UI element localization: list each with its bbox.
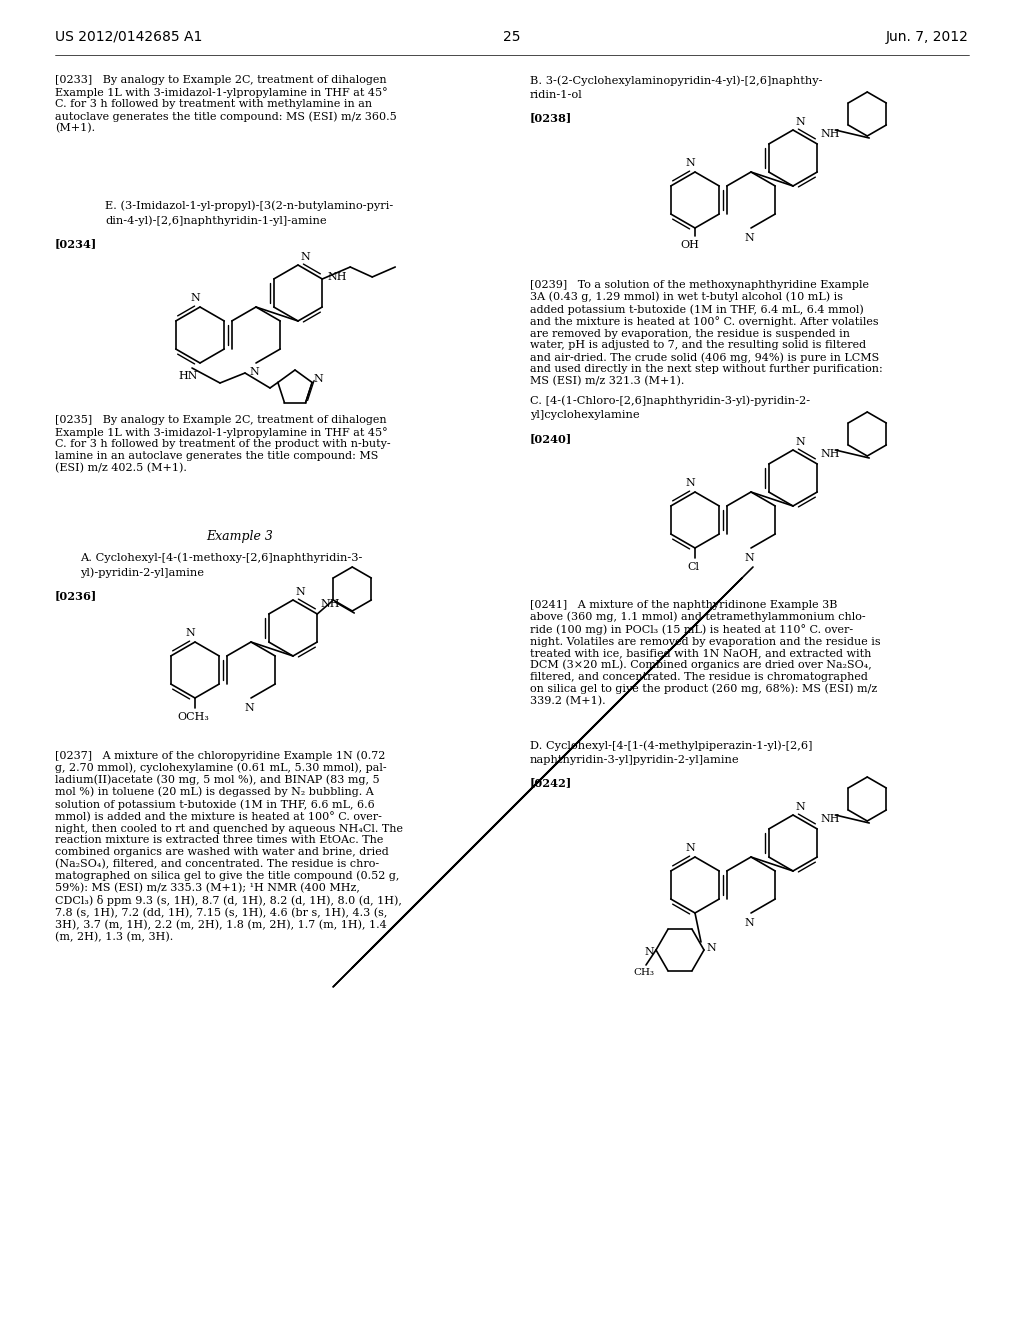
Text: N: N <box>744 234 754 243</box>
Text: N: N <box>744 553 754 564</box>
Text: N: N <box>706 942 716 953</box>
Text: N: N <box>244 704 254 713</box>
Text: NH: NH <box>328 272 347 282</box>
Text: N: N <box>795 803 805 812</box>
Text: [0233]   By analogy to Example 2C, treatment of dihalogen
Example 1L with 3-imid: [0233] By analogy to Example 2C, treatme… <box>55 75 396 133</box>
Text: [0236]: [0236] <box>55 590 97 601</box>
Text: HN: HN <box>178 371 198 381</box>
Text: NH: NH <box>820 814 840 824</box>
Text: [0237]   A mixture of the chloropyridine Example 1N (0.72
g, 2.70 mmol), cyclohe: [0237] A mixture of the chloropyridine E… <box>55 750 403 942</box>
Text: E. (3-Imidazol-1-yl-propyl)-[3(2-n-butylamino-pyri-: E. (3-Imidazol-1-yl-propyl)-[3(2-n-butyl… <box>105 201 393 211</box>
Text: OCH₃: OCH₃ <box>177 711 209 722</box>
Text: [0242]: [0242] <box>530 777 572 788</box>
Text: N: N <box>249 367 259 378</box>
Text: N: N <box>685 158 695 168</box>
Text: NH: NH <box>820 449 840 459</box>
Text: ridin-1-ol: ridin-1-ol <box>530 90 583 100</box>
Text: N: N <box>185 628 195 638</box>
Text: B. 3-(2-Cyclohexylaminopyridin-4-yl)-[2,6]naphthy-: B. 3-(2-Cyclohexylaminopyridin-4-yl)-[2,… <box>530 75 822 86</box>
Text: A. Cyclohexyl-[4-(1-methoxy-[2,6]naphthyridin-3-: A. Cyclohexyl-[4-(1-methoxy-[2,6]naphthy… <box>80 552 362 562</box>
Text: din-4-yl)-[2,6]naphthyridin-1-yl]-amine: din-4-yl)-[2,6]naphthyridin-1-yl]-amine <box>105 215 327 226</box>
Text: [0235]   By analogy to Example 2C, treatment of dihalogen
Example 1L with 3-imid: [0235] By analogy to Example 2C, treatme… <box>55 414 390 473</box>
Text: N: N <box>300 252 309 261</box>
Text: OH: OH <box>681 240 699 249</box>
Text: N: N <box>685 478 695 488</box>
Text: [0240]: [0240] <box>530 433 572 444</box>
Text: N: N <box>795 117 805 127</box>
Text: N: N <box>744 917 754 928</box>
Text: NH: NH <box>321 599 340 609</box>
Text: NH: NH <box>820 129 840 139</box>
Text: N: N <box>313 374 324 384</box>
Text: US 2012/0142685 A1: US 2012/0142685 A1 <box>55 30 203 44</box>
Text: [0234]: [0234] <box>55 238 97 249</box>
Text: [0241]   A mixture of the naphthyridinone Example 3B
above (360 mg, 1.1 mmol) an: [0241] A mixture of the naphthyridinone … <box>530 601 881 706</box>
Text: Example 3: Example 3 <box>207 531 273 543</box>
Text: CH₃: CH₃ <box>634 968 654 977</box>
Text: N: N <box>295 587 305 597</box>
Text: N: N <box>685 843 695 853</box>
Text: yl)-pyridin-2-yl]amine: yl)-pyridin-2-yl]amine <box>80 568 204 578</box>
Text: C. [4-(1-Chloro-[2,6]naphthyridin-3-yl)-pyridin-2-: C. [4-(1-Chloro-[2,6]naphthyridin-3-yl)-… <box>530 395 810 405</box>
Text: N: N <box>190 293 200 304</box>
Text: N: N <box>644 946 654 957</box>
Text: [0238]: [0238] <box>530 112 572 123</box>
Text: 25: 25 <box>503 30 521 44</box>
Text: naphthyridin-3-yl]pyridin-2-yl]amine: naphthyridin-3-yl]pyridin-2-yl]amine <box>530 755 739 766</box>
Text: Jun. 7, 2012: Jun. 7, 2012 <box>886 30 969 44</box>
Text: Cl: Cl <box>687 562 699 572</box>
Text: [0239]   To a solution of the methoxynaphthyridine Example
3A (0.43 g, 1.29 mmol: [0239] To a solution of the methoxynapht… <box>530 280 883 387</box>
Text: D. Cyclohexyl-[4-[1-(4-methylpiperazin-1-yl)-[2,6]: D. Cyclohexyl-[4-[1-(4-methylpiperazin-1… <box>530 741 812 751</box>
Text: N: N <box>795 437 805 447</box>
Text: yl]cyclohexylamine: yl]cyclohexylamine <box>530 411 640 420</box>
